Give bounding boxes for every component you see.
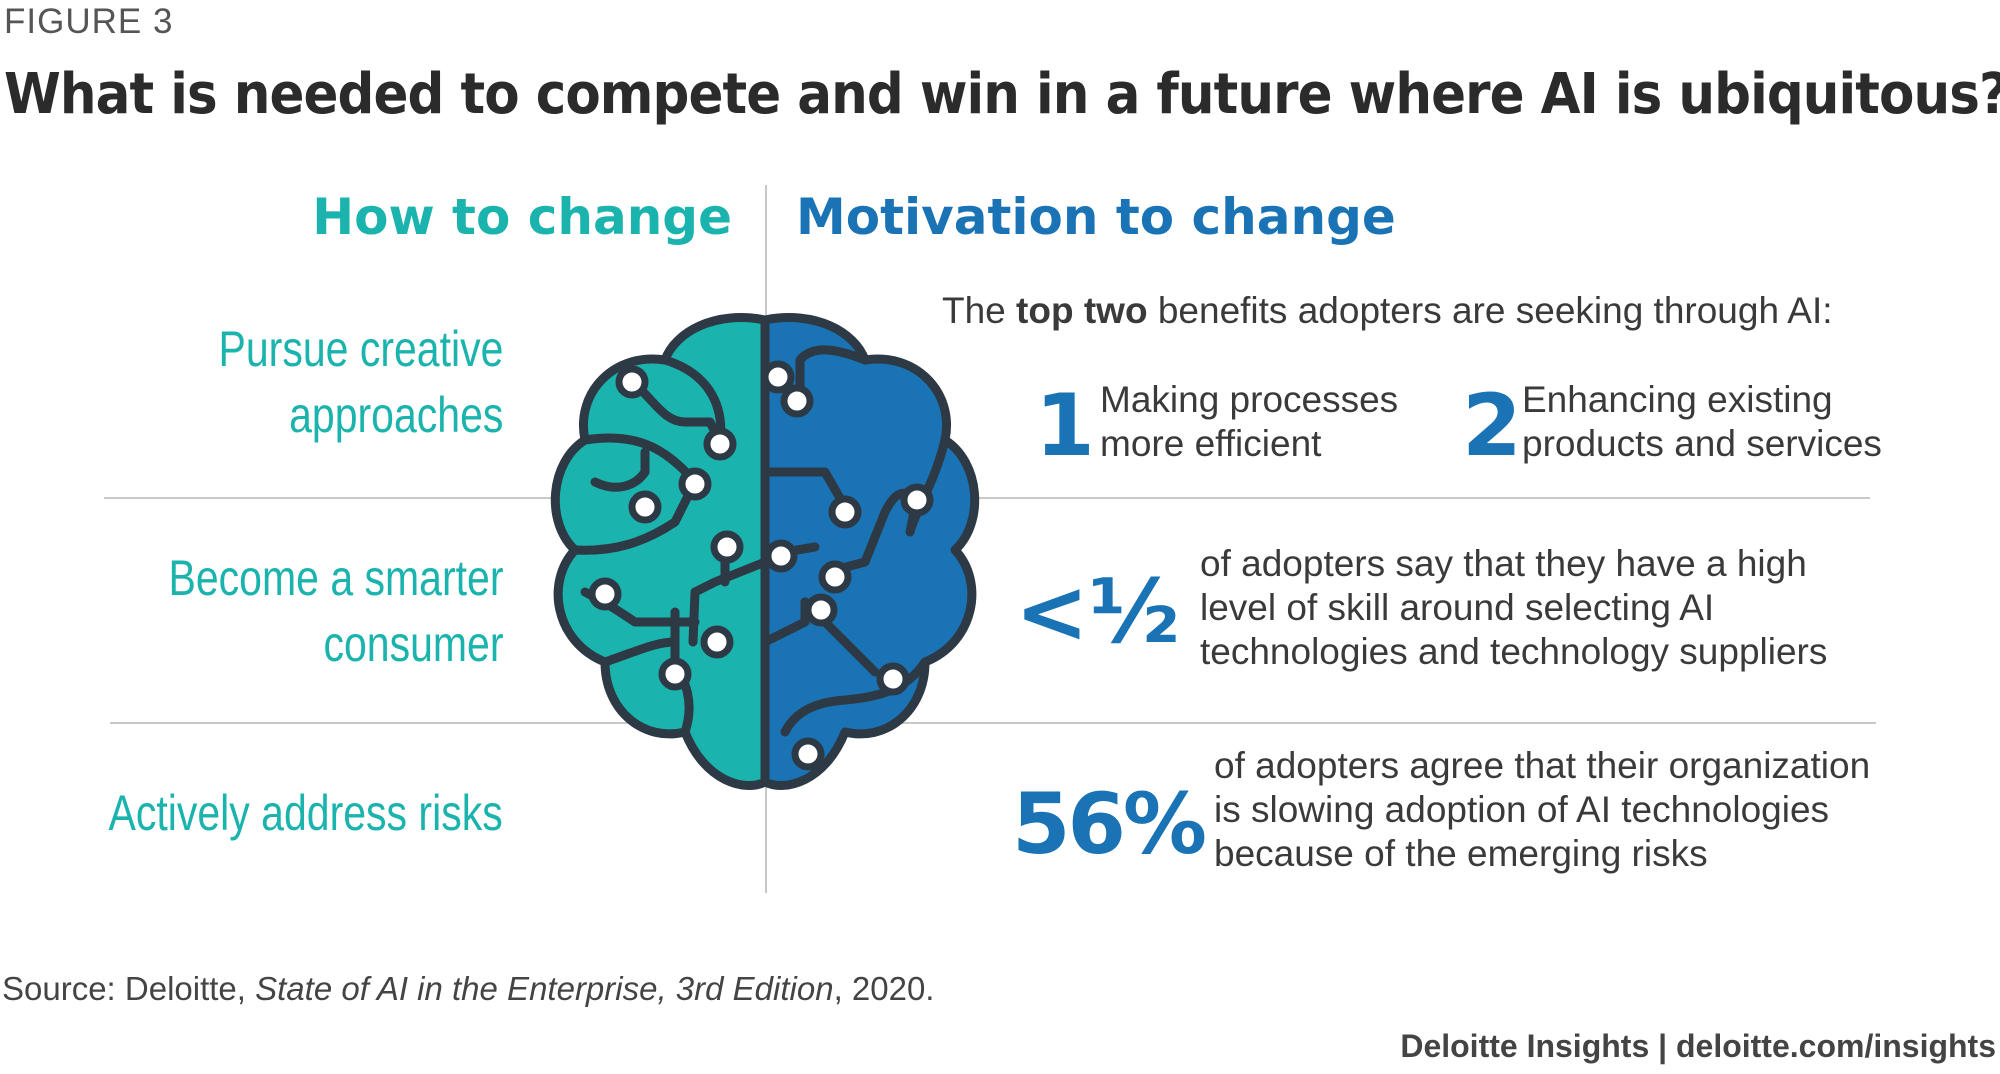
how-item-consumer: Become a smarter consumer [168,550,503,672]
how-to-change-heading: How to change [312,188,732,246]
source-citation: Source: Deloitte, State of AI in the Ent… [2,970,935,1007]
stat-56-text: of adopters agree that their organizatio… [1214,745,1871,874]
benefit-2-number: 2 [1462,376,1522,476]
benefits-intro: The top two benefits adopters are seekin… [942,290,1833,331]
stat-56-value: 56% [1012,775,1207,873]
benefit-1-number: 1 [1035,376,1095,476]
figure-label: FIGURE 3 [4,2,174,41]
benefit-2-text: Enhancing existing products and services [1522,379,1882,464]
benefit-1-text: Making processes more efficient [1100,379,1399,464]
stat-half-value: <½ [1015,560,1180,663]
how-item-risks: Actively address risks [108,785,503,841]
stat-half-text: of adopters say that they have a high le… [1200,543,1828,672]
row-divider-1 [104,497,1870,499]
motivation-heading: Motivation to change [796,188,1396,246]
row-divider-2 [110,722,1876,724]
page-title: What is needed to compete and win in a f… [4,62,2000,127]
how-item-creative: Pursue creative approaches [218,321,503,443]
footer-credit: Deloitte Insights | deloitte.com/insight… [1400,1028,1996,1064]
brain-icon [550,313,980,790]
